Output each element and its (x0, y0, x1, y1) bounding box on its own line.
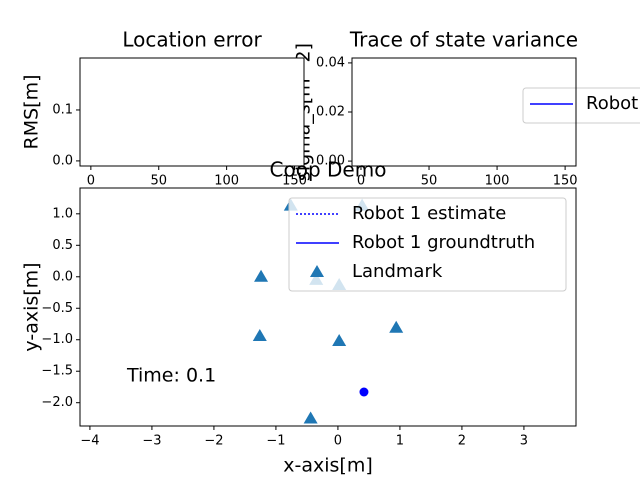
y-tick-label: 0.0 (52, 269, 73, 284)
y-tick-label: 0.04 (316, 55, 345, 70)
chart-title: Trace of state variance (349, 28, 578, 52)
landmark-marker (389, 320, 404, 333)
y-tick-label: 0.0 (52, 153, 73, 168)
x-tick-label: 3 (520, 434, 528, 449)
legend-box (522, 87, 640, 124)
chart-title: Coop Demo (270, 158, 387, 182)
x-tick-label: 50 (421, 174, 438, 189)
robot-marker (359, 387, 369, 397)
x-tick-label: −1 (266, 434, 285, 449)
legend-box (288, 197, 567, 292)
legend-label: Landmark (352, 261, 443, 282)
x-tick-label: −4 (80, 434, 99, 449)
plot-frame (79, 187, 577, 427)
x-tick-label: 0 (357, 174, 365, 189)
legend-label: Robot 1 groundtruth (352, 232, 535, 253)
x-tick-label: 2 (458, 434, 466, 449)
y-tick-label: 0.00 (316, 154, 345, 169)
y-tick-label: 0.02 (316, 105, 345, 120)
legend-marker (310, 265, 324, 277)
landmark-marker (254, 269, 269, 282)
y-tick-label: −2.0 (41, 395, 73, 410)
x-tick-label: 150 (282, 174, 307, 189)
x-tick-label: −2 (204, 434, 223, 449)
legend-label: Robot 1 estimate (352, 203, 506, 224)
landmark-marker (303, 411, 318, 424)
landmark-marker (332, 334, 347, 346)
x-tick-label: 50 (150, 174, 167, 189)
landmark-marker (252, 328, 267, 341)
x-tick-label: 0 (87, 174, 95, 189)
legend-label: Robot 1 (586, 93, 640, 114)
y-tick-label: −0.5 (41, 301, 73, 316)
y-axis-label: RMS[m] (21, 75, 43, 150)
y-axis-label: y-axis[m] (21, 262, 43, 351)
x-axis-label: x-axis[m] (283, 455, 373, 477)
y-tick-label: 0.5 (52, 238, 73, 253)
annotation: Time: 0.1 (126, 365, 216, 387)
plot-frame (351, 57, 577, 167)
y-tick-label: 0.1 (52, 102, 73, 117)
x-tick-label: 150 (553, 174, 578, 189)
y-tick-label: −1.0 (41, 332, 73, 347)
x-tick-label: 1 (396, 434, 404, 449)
plot-frame (79, 57, 305, 167)
x-tick-label: −3 (142, 434, 161, 449)
x-tick-label: 0 (334, 434, 342, 449)
y-tick-label: −1.5 (41, 364, 73, 379)
y-tick-label: 1.0 (52, 206, 73, 221)
plot-area (80, 58, 304, 166)
x-tick-label: 100 (214, 174, 239, 189)
chart-title: Location error (122, 28, 262, 52)
x-tick-label: 100 (485, 174, 510, 189)
